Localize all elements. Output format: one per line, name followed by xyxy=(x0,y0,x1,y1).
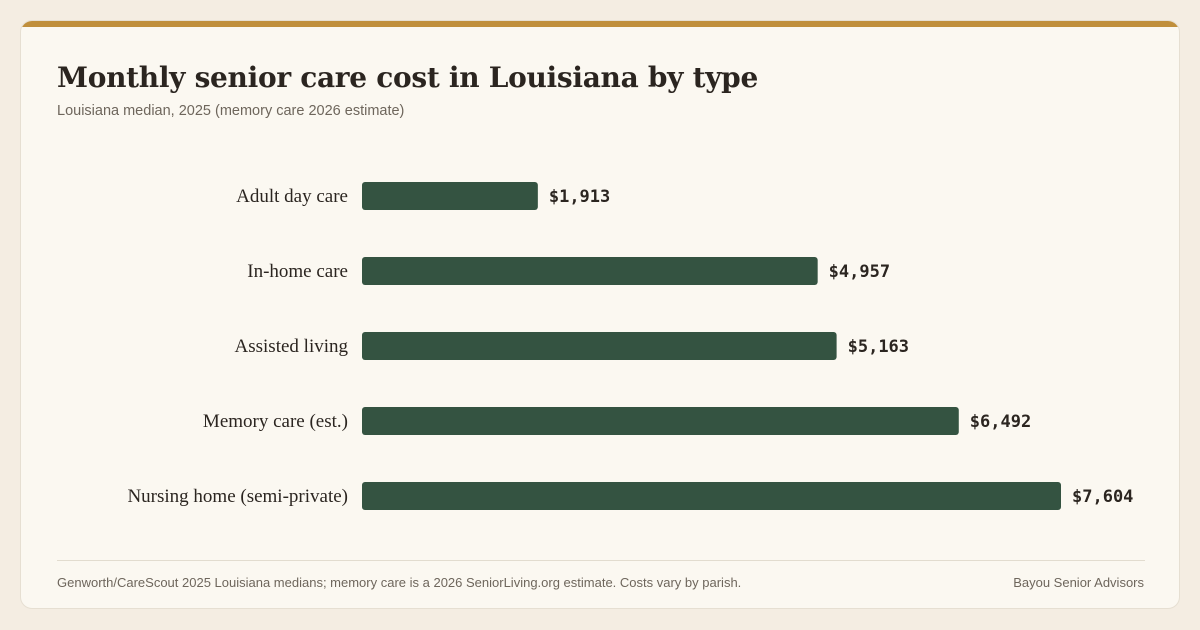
source-note: Genworth/CareScout 2025 Louisiana median… xyxy=(57,575,742,590)
category-label: Nursing home (semi-private) xyxy=(127,486,348,507)
chart-card: Monthly senior care cost in Louisiana by… xyxy=(20,20,1180,609)
chart-title: Monthly senior care cost in Louisiana by… xyxy=(57,61,758,94)
category-label: Memory care (est.) xyxy=(203,411,348,432)
value-label: $6,492 xyxy=(970,412,1031,432)
accent-bar xyxy=(21,21,1179,27)
bar xyxy=(362,257,818,285)
brand-name: Bayou Senior Advisors xyxy=(1013,575,1144,590)
bar-chart: Adult day care $1,913 In-home care $4,957 As… xyxy=(127,182,1133,510)
chart-subtitle: Louisiana median, 2025 (memory care 2026… xyxy=(57,103,405,119)
bar xyxy=(362,182,538,210)
category-label: Assisted living xyxy=(235,336,349,357)
bar xyxy=(362,482,1061,510)
bar xyxy=(362,332,837,360)
bar xyxy=(362,407,959,435)
value-label: $5,163 xyxy=(848,337,909,357)
value-label: $1,913 xyxy=(549,187,610,207)
category-label: Adult day care xyxy=(236,186,348,207)
category-label: In-home care xyxy=(247,261,348,282)
value-label: $7,604 xyxy=(1072,487,1133,507)
footer-divider xyxy=(57,560,1145,561)
value-label: $4,957 xyxy=(829,262,890,282)
